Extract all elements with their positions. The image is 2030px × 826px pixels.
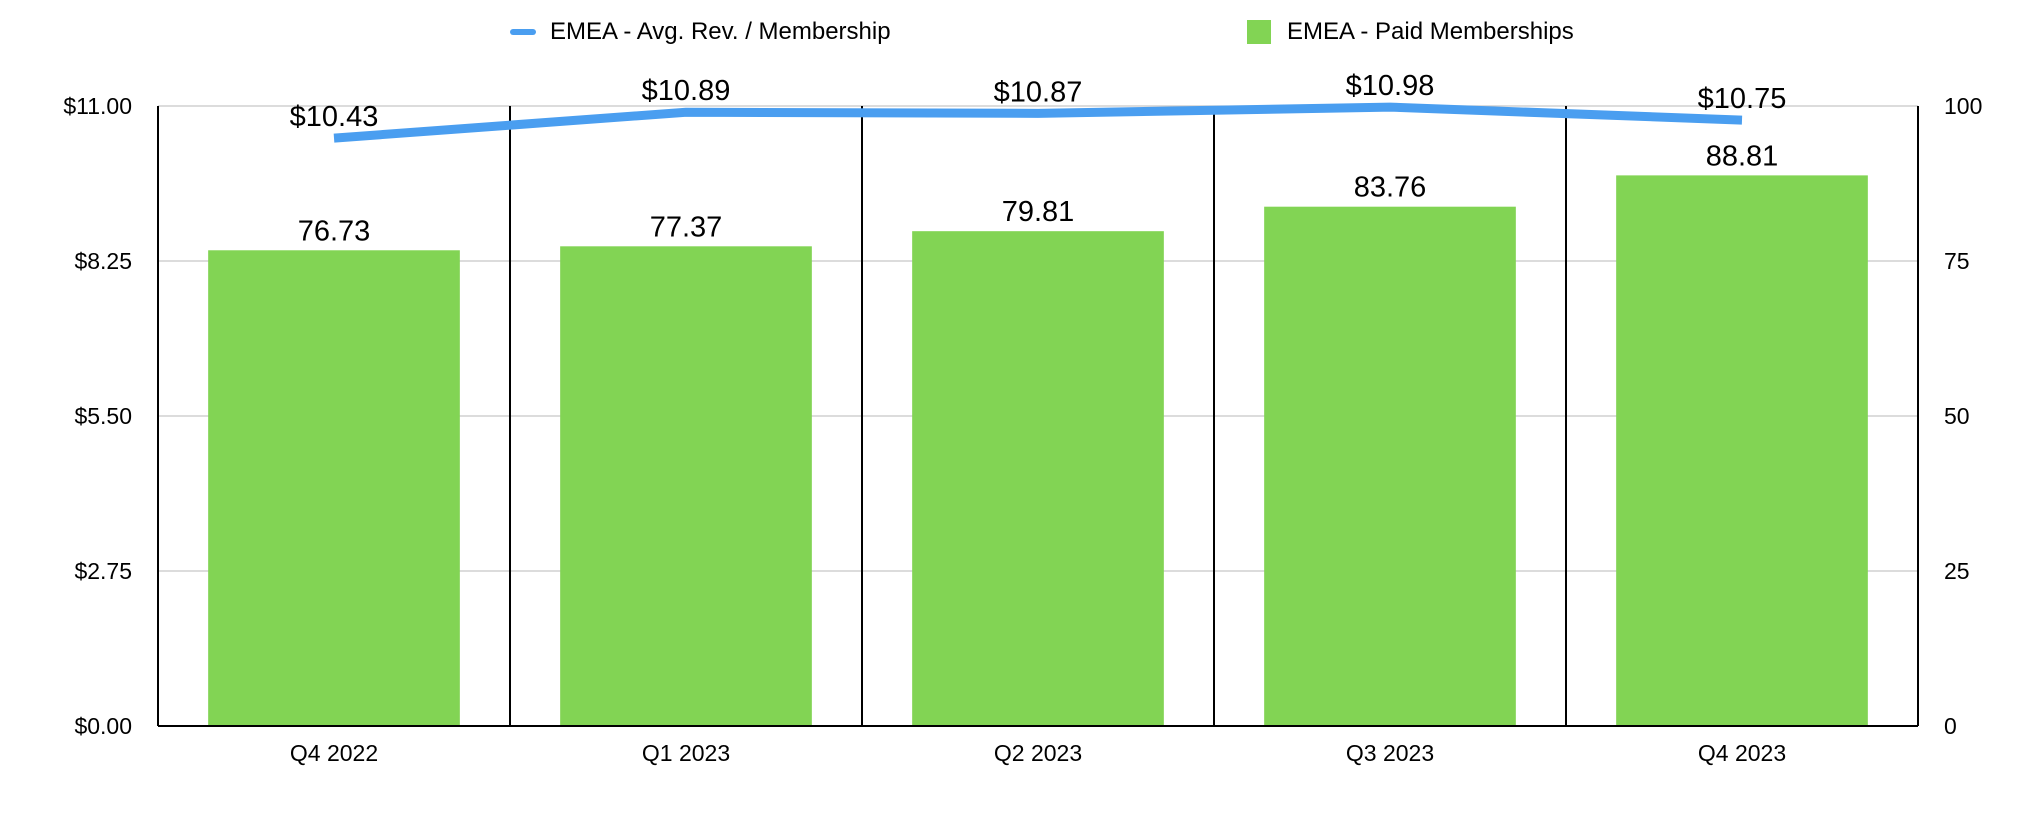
avg-rev-line	[333, 102, 1743, 143]
legend-label-paid-memberships: EMEA - Paid Memberships	[1287, 18, 1574, 45]
bar-data-label: 76.73	[298, 215, 371, 247]
line-data-label: $10.43	[290, 101, 379, 133]
tick-labels: $0.00 0 $2.75 25 $5.50 50 $8.25 75 $11.00 100 Q4 2…	[63, 93, 1982, 766]
legend-item-avg-rev: EMEA - Avg. Rev. / Membership	[510, 12, 891, 52]
bar	[912, 231, 1164, 727]
y-right-tick-label: 25	[1944, 558, 1970, 584]
line-data-label: $10.98	[1346, 70, 1435, 102]
y-right-tick-label: 50	[1944, 403, 1970, 429]
x-tick-label: Q4 2023	[1698, 740, 1786, 766]
legend-label-avg-rev: EMEA - Avg. Rev. / Membership	[550, 18, 891, 45]
bars	[208, 175, 1868, 727]
y-left-tick-label: $0.00	[74, 713, 132, 739]
avg-rev-series-line	[333, 102, 1743, 143]
legend-bar-swatch	[1247, 20, 1271, 44]
y-right-tick-label: 100	[1944, 93, 1982, 119]
y-left-tick-label: $8.25	[74, 248, 132, 274]
category-dividers	[509, 106, 1567, 726]
x-tick-label: Q2 2023	[994, 740, 1082, 766]
line-data-label: $10.87	[994, 76, 1083, 108]
y-left-tick-label: $11.00	[63, 93, 132, 119]
bar-data-label: 83.76	[1354, 172, 1427, 204]
line-data-label: $10.75	[1698, 83, 1787, 115]
y-left-tick-label: $5.50	[74, 403, 132, 429]
legend: EMEA - Avg. Rev. / Membership EMEA - Pai…	[0, 12, 2030, 52]
axes	[157, 106, 1919, 727]
y-right-tick-label: 75	[1944, 248, 1970, 274]
bar	[1264, 206, 1516, 727]
bar	[560, 246, 812, 726]
x-tick-label: Q3 2023	[1346, 740, 1434, 766]
bar-data-label: 79.81	[1002, 196, 1075, 228]
bar	[1616, 175, 1868, 727]
y-left-tick-label: $2.75	[74, 558, 132, 584]
x-tick-label: Q4 2022	[290, 740, 378, 766]
bar-data-label: 88.81	[1706, 140, 1779, 172]
legend-line-swatch	[510, 29, 536, 35]
x-tick-label: Q1 2023	[642, 740, 730, 766]
data-labels: 76.73 77.37 79.81 83.76 88.81 $10.43 $10.89 $10…	[290, 70, 1787, 247]
bar-data-label: 77.37	[650, 211, 723, 243]
y-right-tick-label: 0	[1944, 713, 1957, 739]
bar	[208, 250, 460, 727]
legend-item-paid-memberships: EMEA - Paid Memberships	[1247, 12, 1574, 52]
line-data-label: $10.89	[642, 75, 731, 107]
